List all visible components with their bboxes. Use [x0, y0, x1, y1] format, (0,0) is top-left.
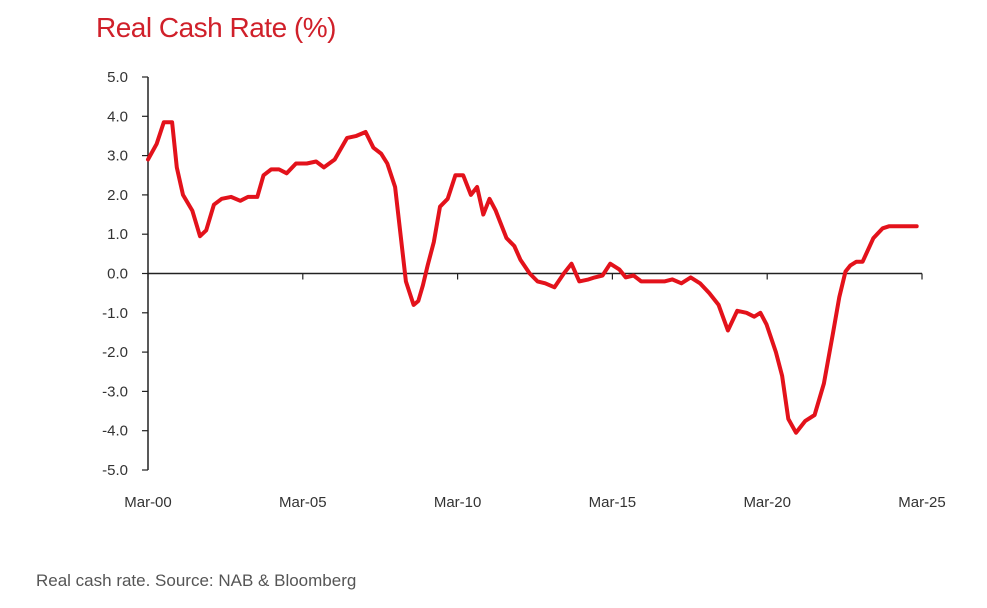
x-tick-label: Mar-25: [898, 494, 946, 511]
x-tick-label: Mar-15: [589, 494, 637, 511]
y-tick-label: -3.0: [102, 383, 128, 400]
x-tick-label: Mar-05: [279, 494, 327, 511]
y-tick-label: 0.0: [107, 266, 128, 283]
y-tick-label: 2.0: [107, 187, 128, 204]
x-ticks: Mar-00 Mar-05 Mar-10 Mar-15 Mar-20 Mar-25: [124, 273, 946, 511]
y-tick-label: 3.0: [107, 148, 128, 165]
y-tick-label: -2.0: [102, 344, 128, 361]
chart-title: Real Cash Rate (%): [96, 12, 336, 43]
x-tick-label: Mar-10: [434, 494, 482, 511]
y-tick-label: 4.0: [107, 108, 128, 125]
y-tick-label: 5.0: [107, 69, 128, 86]
y-tick-label: -5.0: [102, 462, 128, 479]
figure-caption: Real cash rate. Source: NAB & Bloomberg: [36, 571, 357, 590]
y-ticks: 5.0 4.0 3.0 2.0 1.0 0.0 -1.0 -2.0 -3.0 -4.0 -5.0: [102, 69, 148, 479]
y-tick-label: 1.0: [107, 226, 128, 243]
x-tick-label: Mar-00: [124, 494, 172, 511]
x-tick-label: Mar-20: [743, 494, 791, 511]
y-tick-label: -4.0: [102, 423, 128, 440]
y-tick-label: -1.0: [102, 305, 128, 322]
series-line-real-cash-rate: [146, 120, 919, 435]
